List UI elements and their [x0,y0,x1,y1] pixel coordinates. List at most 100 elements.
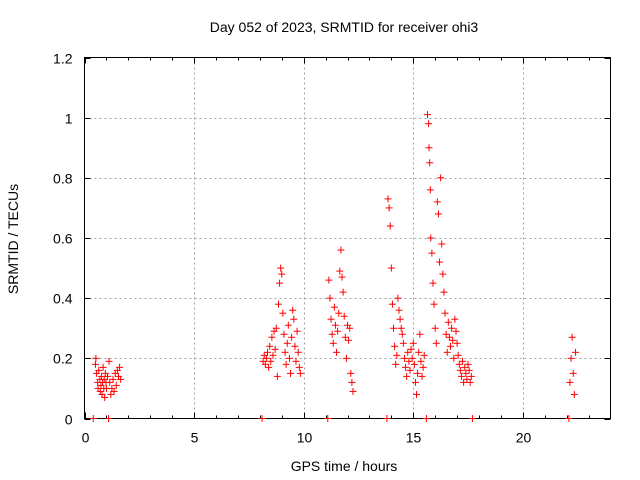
data-point [106,378,114,386]
data-point [333,348,341,356]
data-point [280,330,288,338]
y-tick-label: 1 [65,111,73,127]
data-point [287,369,295,377]
data-point [109,375,117,383]
data-point [402,363,410,371]
data-point [291,342,299,350]
data-point [440,288,448,296]
data-point [290,315,298,323]
data-point [571,348,579,356]
data-point [277,264,285,272]
data-point [422,415,430,422]
data-point [331,321,339,329]
data-point [383,415,391,422]
data-point [437,174,445,182]
data-point [116,363,124,371]
data-point [408,354,416,362]
data-point [407,345,415,353]
data-point [279,309,287,317]
data-point [460,378,468,386]
data-point [431,324,439,332]
y-axis-label: SRMTID / TECUs [5,184,21,294]
data-point [387,264,395,272]
data-point [467,372,475,380]
data-point [104,372,112,380]
data-point [395,306,403,314]
data-point [268,333,276,341]
grid [84,57,611,419]
data-point [438,240,446,248]
x-tick-label: 20 [516,430,532,446]
data-point [105,415,113,422]
data-point [391,342,399,350]
data-point [406,366,414,374]
data-point [288,333,296,341]
data-point [271,345,279,353]
data-point [328,330,336,338]
x-axis-label: GPS time / hours [291,458,398,474]
data-point [409,339,417,347]
y-tick-label: 0.4 [53,291,73,307]
data-point [327,315,335,323]
data-point [444,318,452,326]
data-point [449,336,457,344]
data-point [335,309,343,317]
data-point [390,324,398,332]
data-point [451,315,459,323]
data-point [425,144,433,152]
data-point [283,339,291,347]
data-point [425,120,433,128]
data-point [566,378,574,386]
data-point [452,327,460,335]
data-point [265,363,273,371]
ticks: 0 5 10 15 20 0 0.2 0.4 0.6 0.8 1 1.2 [53,51,611,446]
data-point [348,378,356,386]
data-point [258,415,266,422]
data-point [461,363,469,371]
data-point [413,390,421,398]
data-point [336,267,344,275]
data-point [429,279,437,287]
data-point [337,246,345,254]
data-point [274,300,282,308]
data-point [462,369,470,377]
data-point [349,387,357,395]
data-series-srmtid [89,111,579,422]
data-point [468,415,476,422]
data-point [107,390,115,398]
data-point [436,258,444,266]
data-point [439,270,447,278]
data-point [399,339,407,347]
data-point [276,279,284,287]
data-point [281,348,289,356]
data-point [453,339,461,347]
data-point [289,306,297,314]
y-tick-label: 0 [65,412,73,428]
data-point [428,249,436,257]
data-point [340,312,348,320]
data-point [386,222,394,230]
data-point [434,210,442,218]
data-point [105,357,113,365]
data-point [400,354,408,362]
data-point [411,378,419,386]
data-point [342,354,350,362]
data-point [292,357,300,365]
data-point [420,351,428,359]
data-point [463,375,471,383]
data-point [97,381,105,389]
data-point [457,372,465,380]
data-point [455,360,463,368]
y-tick-label: 0.6 [53,231,73,247]
data-point [346,324,354,332]
data-point [456,366,464,374]
data-point [261,360,269,368]
data-point [442,330,450,338]
data-point [426,186,434,194]
data-point [570,390,578,398]
data-point [394,294,402,302]
data-point [345,336,353,344]
data-point [443,348,451,356]
